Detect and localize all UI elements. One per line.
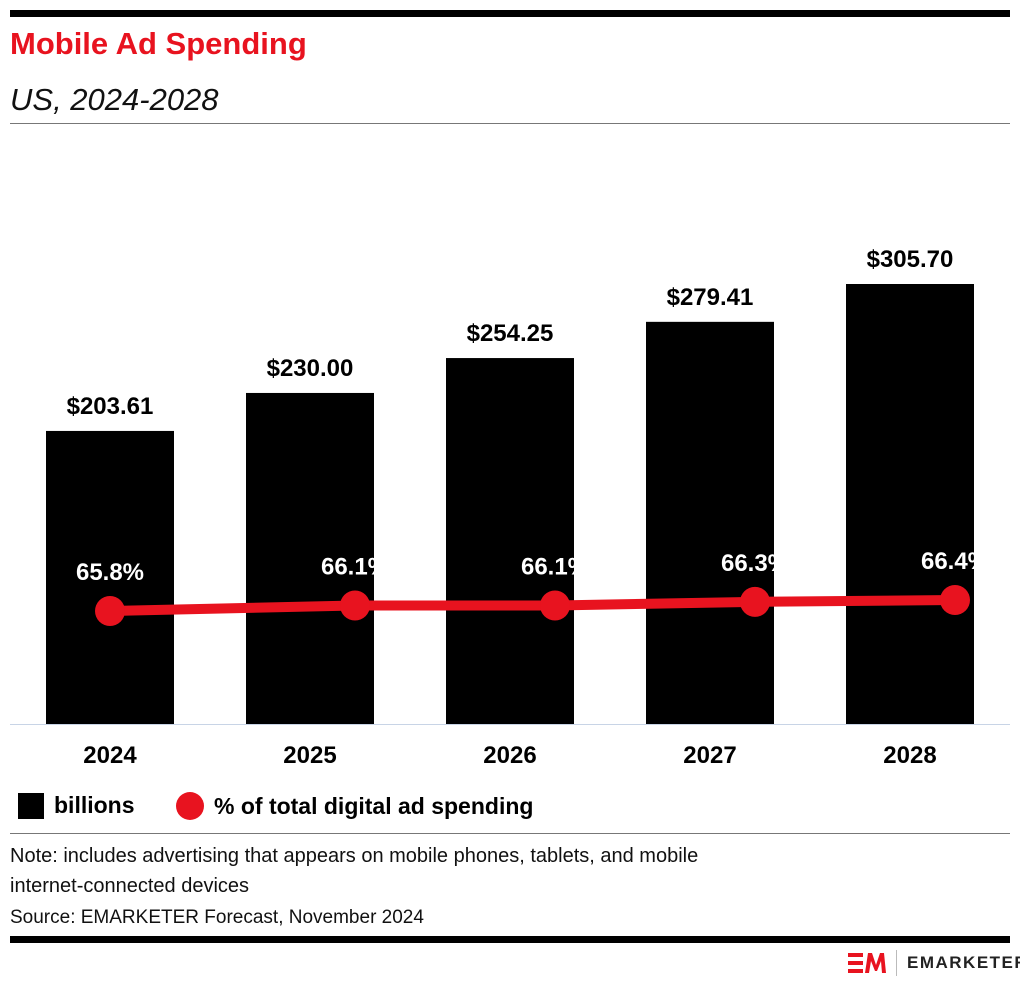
x-tick-label: 2027: [683, 742, 736, 769]
note-line-2: internet-connected devices: [10, 875, 250, 897]
legend-divider: [10, 833, 1010, 834]
em-logo-icon: [848, 953, 886, 973]
bar-value-label: $203.61: [67, 393, 154, 420]
bar: [446, 358, 574, 724]
emarketer-logo: EMARKETER: [848, 950, 1020, 976]
line-value-label: 66.1%: [521, 554, 589, 581]
bar: [46, 430, 174, 724]
line-point: [540, 590, 570, 621]
line-point: [740, 586, 770, 617]
bar: [646, 321, 774, 724]
source-text: Source: EMARKETER Forecast, November 202…: [10, 907, 424, 928]
chart-plot: $203.61 2024 $230.00 2025 $254.25 2026 $279.41…: [10, 246, 1010, 769]
top-rule: [10, 10, 1010, 17]
legend-label: % of total digital ad spending: [214, 792, 534, 819]
legend-square-icon: [18, 792, 44, 819]
bar-value-label: $230.00: [267, 355, 354, 382]
bottom-rule: [10, 936, 1010, 943]
bar-value-label: $305.70: [867, 246, 954, 273]
line-value-label: 66.3%: [721, 550, 789, 577]
legend-item-line: % of total digital ad spending: [176, 792, 533, 820]
brand-name: EMARKETER: [907, 953, 1020, 972]
chart-title: Mobile Ad Spending: [10, 26, 307, 61]
bar-value-label: $279.41: [667, 284, 754, 311]
header-divider: [10, 123, 1010, 124]
logo-divider: [896, 950, 897, 976]
x-tick-label: 2024: [83, 742, 137, 769]
legend-dot-icon: [176, 792, 204, 820]
line-value-label: 66.1%: [321, 554, 389, 581]
line-point: [95, 596, 125, 626]
x-tick-label: 2025: [283, 742, 336, 769]
x-tick-label: 2026: [483, 742, 536, 769]
bar-value-label: $254.25: [467, 320, 554, 347]
line-value-label: 66.4%: [921, 548, 989, 575]
line-point: [940, 585, 970, 615]
note-line-1: Note: includes advertising that appears …: [10, 845, 699, 867]
line-value-label: 65.8%: [76, 559, 144, 586]
legend-label: billions: [54, 792, 135, 818]
bar: [246, 392, 374, 724]
line-series: [109, 595, 956, 616]
legend-item-bars: billions: [18, 792, 135, 819]
bar: [846, 284, 974, 724]
line-point: [340, 590, 370, 621]
chart-subtitle: US, 2024-2028: [10, 82, 219, 117]
x-tick-label: 2028: [883, 742, 936, 769]
